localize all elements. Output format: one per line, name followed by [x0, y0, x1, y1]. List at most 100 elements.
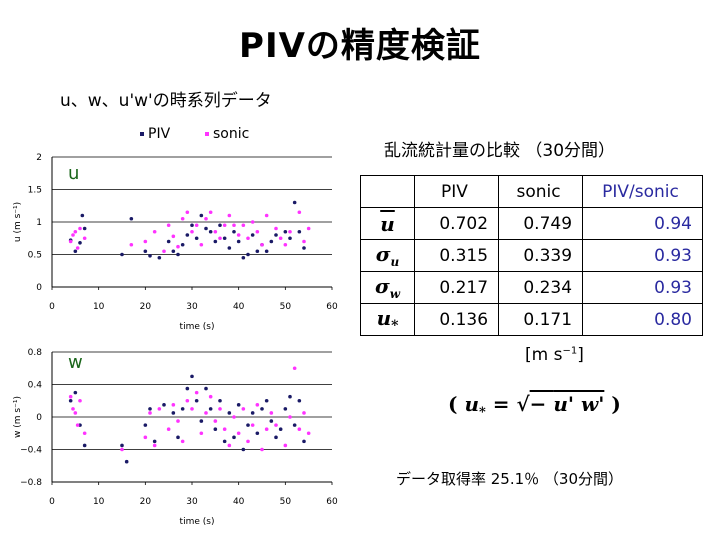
piv-point: [185, 386, 190, 391]
piv-point: [157, 255, 162, 260]
piv-point: [222, 439, 227, 444]
piv-point: [297, 398, 302, 403]
sonic-point: [292, 366, 297, 371]
legend-piv-marker: [140, 132, 144, 136]
cell-sonic: 0.339: [498, 239, 584, 272]
sonic-point: [222, 223, 227, 228]
unit-label: [m s−1]: [525, 345, 584, 365]
sonic-point: [255, 229, 260, 234]
piv-point: [194, 236, 199, 241]
sonic-point: [194, 223, 199, 228]
table-row: u 0.702 0.749 0.94: [360, 207, 703, 240]
header-sonic: sonic: [498, 175, 584, 208]
comparison-title: 乱流統計量の比較 （30分間）: [384, 141, 616, 161]
cell-piv: 0.136: [413, 303, 500, 336]
sonic-point: [185, 398, 190, 403]
piv-point: [213, 239, 218, 244]
sonic-point: [75, 423, 80, 427]
piv-point: [236, 403, 241, 407]
piv-point: [218, 398, 222, 403]
piv-point: [176, 435, 180, 440]
sonic-point: [71, 407, 75, 411]
piv-point: [255, 249, 260, 254]
piv-point: [264, 249, 269, 254]
stats-table: PIV sonic PIV/sonic u 0.702 0.749 0.94 σ…: [360, 175, 703, 336]
piv-point: [148, 254, 152, 258]
y-tick-label: 1.5: [28, 186, 42, 196]
piv-point: [246, 252, 250, 257]
piv-point: [250, 411, 255, 415]
piv-point: [68, 398, 73, 403]
piv-point: [288, 394, 292, 399]
sonic-point: [204, 216, 208, 221]
piv-point: [82, 226, 87, 231]
sonic-point: [180, 216, 185, 221]
friction-velocity-formula: ( u* = √− u' w' ): [448, 392, 621, 420]
sonic-point: [218, 407, 222, 411]
table-header-row: PIV sonic PIV/sonic: [360, 175, 703, 208]
piv-point: [152, 439, 157, 444]
x-tick-label: 0: [49, 302, 55, 312]
sonic-point: [82, 236, 87, 241]
piv-point: [292, 423, 297, 427]
sonic-point: [180, 439, 185, 444]
sonic-point: [274, 423, 278, 427]
sonic-point: [171, 403, 176, 407]
piv-point: [232, 229, 236, 234]
table-row: σw 0.217 0.234 0.93: [360, 271, 703, 304]
piv-point: [199, 419, 204, 423]
x-tick-label: 40: [233, 302, 245, 312]
sonic-point: [120, 447, 124, 452]
x-tick-label: 30: [186, 302, 198, 312]
sonic-point: [306, 431, 311, 436]
y-tick-label: −0.8: [20, 478, 42, 488]
page-title: PIVの精度検証: [239, 26, 481, 66]
piv-point: [288, 236, 292, 241]
sonic-point: [71, 233, 75, 237]
sonic-point: [190, 407, 194, 411]
sonic-point: [176, 244, 180, 249]
piv-point: [204, 226, 208, 231]
piv-point: [82, 443, 87, 448]
sonic-point: [78, 226, 82, 231]
piv-point: [176, 252, 180, 257]
sonic-point: [152, 229, 157, 234]
sonic-point: [208, 394, 213, 399]
legend-piv: PIV: [140, 126, 170, 142]
piv-point: [208, 229, 213, 234]
piv-point: [269, 419, 274, 423]
symbol-sigma-w: σw: [360, 271, 415, 304]
sonic-point: [73, 411, 78, 415]
legend-piv-label: PIV: [148, 126, 171, 142]
piv-point: [190, 374, 194, 379]
sonic-point: [157, 407, 162, 411]
sonic-point: [278, 236, 283, 241]
piv-point: [297, 229, 302, 234]
cell-piv: 0.702: [413, 207, 500, 240]
legend-sonic: sonic: [205, 126, 249, 142]
sonic-point: [208, 210, 213, 215]
x-tick-label: 60: [326, 302, 338, 312]
piv-point: [241, 447, 246, 452]
cell-ratio: 0.93: [582, 239, 703, 272]
sonic-point: [166, 223, 171, 228]
sonic-point: [143, 239, 148, 244]
y-tick-label: 0.8: [28, 348, 43, 358]
symbol-u-mean: u: [360, 207, 415, 240]
piv-point: [171, 249, 176, 254]
piv-point: [250, 233, 255, 237]
piv-point: [162, 403, 166, 407]
sonic-point: [227, 443, 232, 448]
sonic-point: [218, 236, 222, 241]
x-axis-label: time (s): [180, 322, 215, 332]
sonic-point: [227, 213, 232, 218]
cell-ratio: 0.80: [582, 303, 703, 336]
sonic-point: [269, 411, 274, 415]
piv-point: [274, 233, 278, 237]
sonic-point: [283, 443, 288, 448]
piv-point: [246, 423, 250, 427]
piv-point: [180, 242, 185, 247]
piv-point: [73, 249, 78, 254]
sonic-point: [283, 242, 288, 247]
variable-label: w: [68, 352, 83, 373]
